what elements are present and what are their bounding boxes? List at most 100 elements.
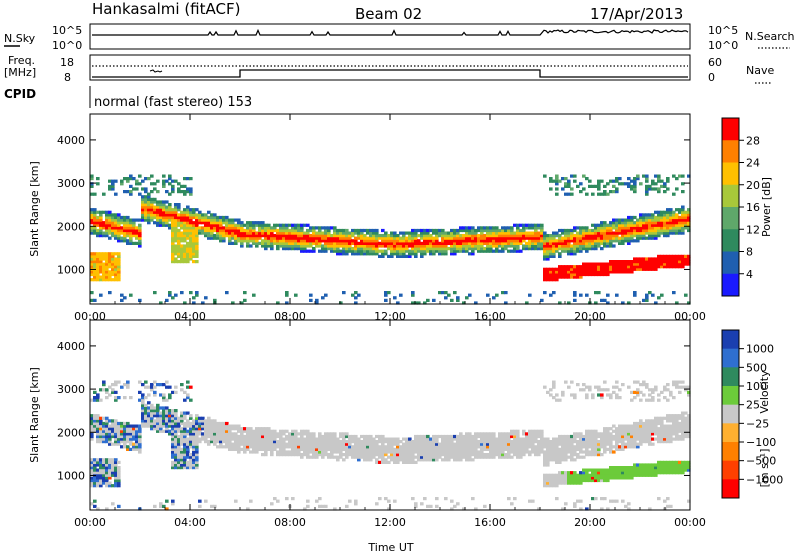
range-gate-cell: [111, 502, 115, 505]
range-gate-cell: [306, 500, 310, 503]
range-gate-cell: [252, 294, 256, 297]
freq-tick-bottom: 8: [64, 71, 71, 84]
range-gate-cell: [126, 381, 130, 384]
range-gate-cell: [585, 393, 589, 396]
range-gate-cell: [93, 299, 97, 302]
range-gate-cell: [516, 430, 520, 433]
range-gate-cell: [576, 383, 580, 386]
range-gate-cell: [651, 294, 655, 297]
nave-tick-top: 60: [708, 56, 722, 69]
colorbar-tick-label: 12: [746, 223, 760, 236]
range-gate-cell: [573, 393, 577, 396]
range-gate-cell: [114, 391, 118, 394]
range-gate-cell: [324, 294, 328, 297]
nave-tick-bottom: 0: [708, 71, 715, 84]
range-gate-cell: [543, 291, 547, 294]
range-gate-cell: [144, 381, 148, 384]
range-gate-cell: [528, 294, 532, 297]
range-gate-cell: [129, 396, 133, 399]
nsearch-tick-bottom: 10^0: [708, 39, 738, 52]
range-gate-cell: [174, 386, 178, 389]
range-gate-cell: [573, 291, 577, 294]
range-gate-cell: [540, 430, 544, 433]
colorbar-tick-label: 20: [746, 179, 760, 192]
range-gate-cell: [204, 500, 208, 503]
range-gate-cell: [180, 291, 184, 294]
range-gate-cell: [189, 187, 193, 190]
range-gate-cell: [165, 500, 169, 503]
range-gate-cell: [597, 291, 601, 294]
range-gate-cell: [309, 299, 313, 302]
nsky-tick-top: 10^5: [52, 24, 82, 37]
colorbar-tick-label: 4: [746, 268, 753, 281]
range-gate-cell: [108, 291, 112, 294]
range-gate-cell: [444, 497, 448, 500]
range-gate-cell: [189, 177, 193, 180]
range-gate-cell: [585, 193, 589, 196]
colorbar-tick-label: 16: [746, 201, 760, 214]
range-gate-cell: [579, 182, 583, 185]
range-gate-cell: [612, 244, 616, 247]
range-gate-cell: [153, 391, 157, 394]
range-gate-cell: [93, 193, 97, 196]
cpid-text: normal (fast stereo) 153: [94, 95, 252, 110]
range-gate-cell: [96, 393, 100, 396]
colorbar-tick-label: 8: [746, 246, 753, 259]
range-gate-cell: [162, 393, 166, 396]
range-gate-cell: [189, 414, 193, 417]
range-gate-cell: [645, 175, 649, 178]
power-colorbar-label: Power [dB]: [760, 177, 773, 237]
nsearch-label: N.Search: [745, 30, 795, 43]
colorbar-swatch: [722, 252, 739, 275]
colorbar-swatch: [722, 140, 739, 163]
range-gate-cell: [168, 203, 172, 206]
range-gate-cell: [342, 291, 346, 294]
range-gate-cell: [483, 505, 487, 508]
range-gate-cell: [447, 294, 451, 297]
ytick-label: 4000: [57, 134, 85, 147]
range-gate-cell: [423, 497, 427, 500]
cpid-label: CPID: [4, 87, 36, 101]
range-gate-cell: [195, 291, 199, 294]
range-gate-cell: [564, 502, 568, 505]
nsky-trace: [92, 30, 688, 35]
range-gate-cell: [117, 252, 121, 255]
range-gate-cell: [573, 299, 577, 302]
range-gate-cell: [411, 497, 415, 500]
range-gate-cell: [153, 505, 157, 508]
range-gate-cell: [672, 291, 676, 294]
range-gate-cell: [414, 502, 418, 505]
range-gate-cell: [129, 294, 133, 297]
colorbar-tick-label: 28: [746, 134, 760, 147]
range-gate-cell: [117, 466, 121, 469]
range-gate-cell: [189, 291, 193, 294]
range-gate-cell: [495, 294, 499, 297]
range-gate-cell: [234, 500, 238, 503]
range-gate-cell: [198, 500, 202, 503]
range-gate-cell: [171, 185, 175, 188]
range-gate-cell: [618, 177, 622, 180]
range-gate-cell: [555, 193, 559, 196]
range-gate-cell: [93, 500, 97, 503]
range-gate-cell: [177, 203, 181, 206]
freq-label-line2: [MHz]: [4, 66, 36, 79]
range-gate-cell: [453, 291, 457, 294]
range-gate-cell: [555, 175, 559, 178]
range-gate-cell: [585, 294, 589, 297]
range-gate-cell: [657, 175, 661, 178]
range-gate-cell: [291, 497, 295, 500]
colorbar-swatch: [722, 185, 739, 208]
range-gate-cell: [573, 175, 577, 178]
range-gate-cell: [162, 175, 166, 178]
range-gate-cell: [276, 500, 280, 503]
range-gate-cell: [354, 500, 358, 503]
range-gate-cell: [636, 175, 640, 178]
range-gate-cell: [198, 505, 202, 508]
range-gate-cell: [681, 175, 685, 178]
range-gate-cell: [294, 294, 298, 297]
range-gate-cell: [432, 299, 436, 302]
range-gate-cell: [510, 502, 514, 505]
range-gate-cell: [540, 224, 544, 227]
range-gate-cell: [681, 206, 685, 209]
range-gate-cell: [570, 193, 574, 196]
